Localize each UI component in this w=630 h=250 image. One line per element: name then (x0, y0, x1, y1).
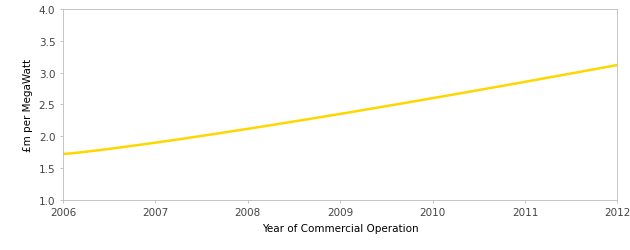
Y-axis label: £m per MegaWatt: £m per MegaWatt (23, 58, 33, 152)
X-axis label: Year of Commercial Operation: Year of Commercial Operation (262, 223, 418, 233)
